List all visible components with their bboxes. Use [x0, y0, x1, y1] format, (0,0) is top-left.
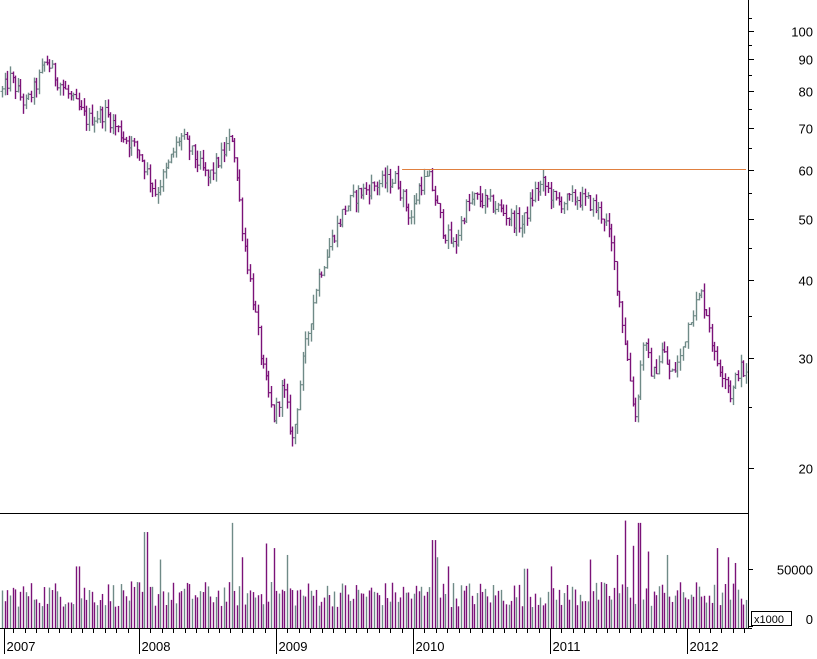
volume-tick-label: 50000: [777, 563, 813, 578]
y-tick-label: 60: [799, 164, 813, 179]
axes: [0, 0, 752, 629]
y-tick-label: 80: [799, 85, 813, 100]
volume-tick-label: 0: [806, 612, 813, 627]
volume-y-ticks: 50000 0: [748, 563, 813, 627]
price-y-ticks: 100 90 80 70 60 50 40 30 20: [748, 18, 813, 477]
x-tick-label: 2011: [553, 639, 581, 654]
y-tick-label: 70: [799, 122, 813, 137]
time-x-ticks: 2007 2008 2009 2010 2011 2012: [4, 628, 745, 654]
volume-bars: [1, 520, 748, 628]
x-tick-label: 2008: [142, 639, 171, 654]
volume-multiplier-label: x1000: [754, 614, 784, 626]
y-tick-label: 50: [799, 213, 813, 228]
multiplier-box: [751, 611, 792, 626]
x-tick-label: 2012: [690, 639, 719, 654]
volume-multiplier: x1000: [751, 611, 792, 626]
x-tick-label: 2010: [416, 639, 445, 654]
y-tick-label: 30: [799, 352, 813, 367]
price-bars: [0, 55, 749, 447]
y-tick-label: 90: [799, 53, 813, 68]
y-tick-label: 100: [791, 25, 813, 40]
y-tick-label: 40: [799, 274, 813, 289]
y-tick-label: 20: [799, 462, 813, 477]
x-tick-label: 2007: [7, 639, 36, 654]
x-tick-label: 2009: [279, 639, 308, 654]
